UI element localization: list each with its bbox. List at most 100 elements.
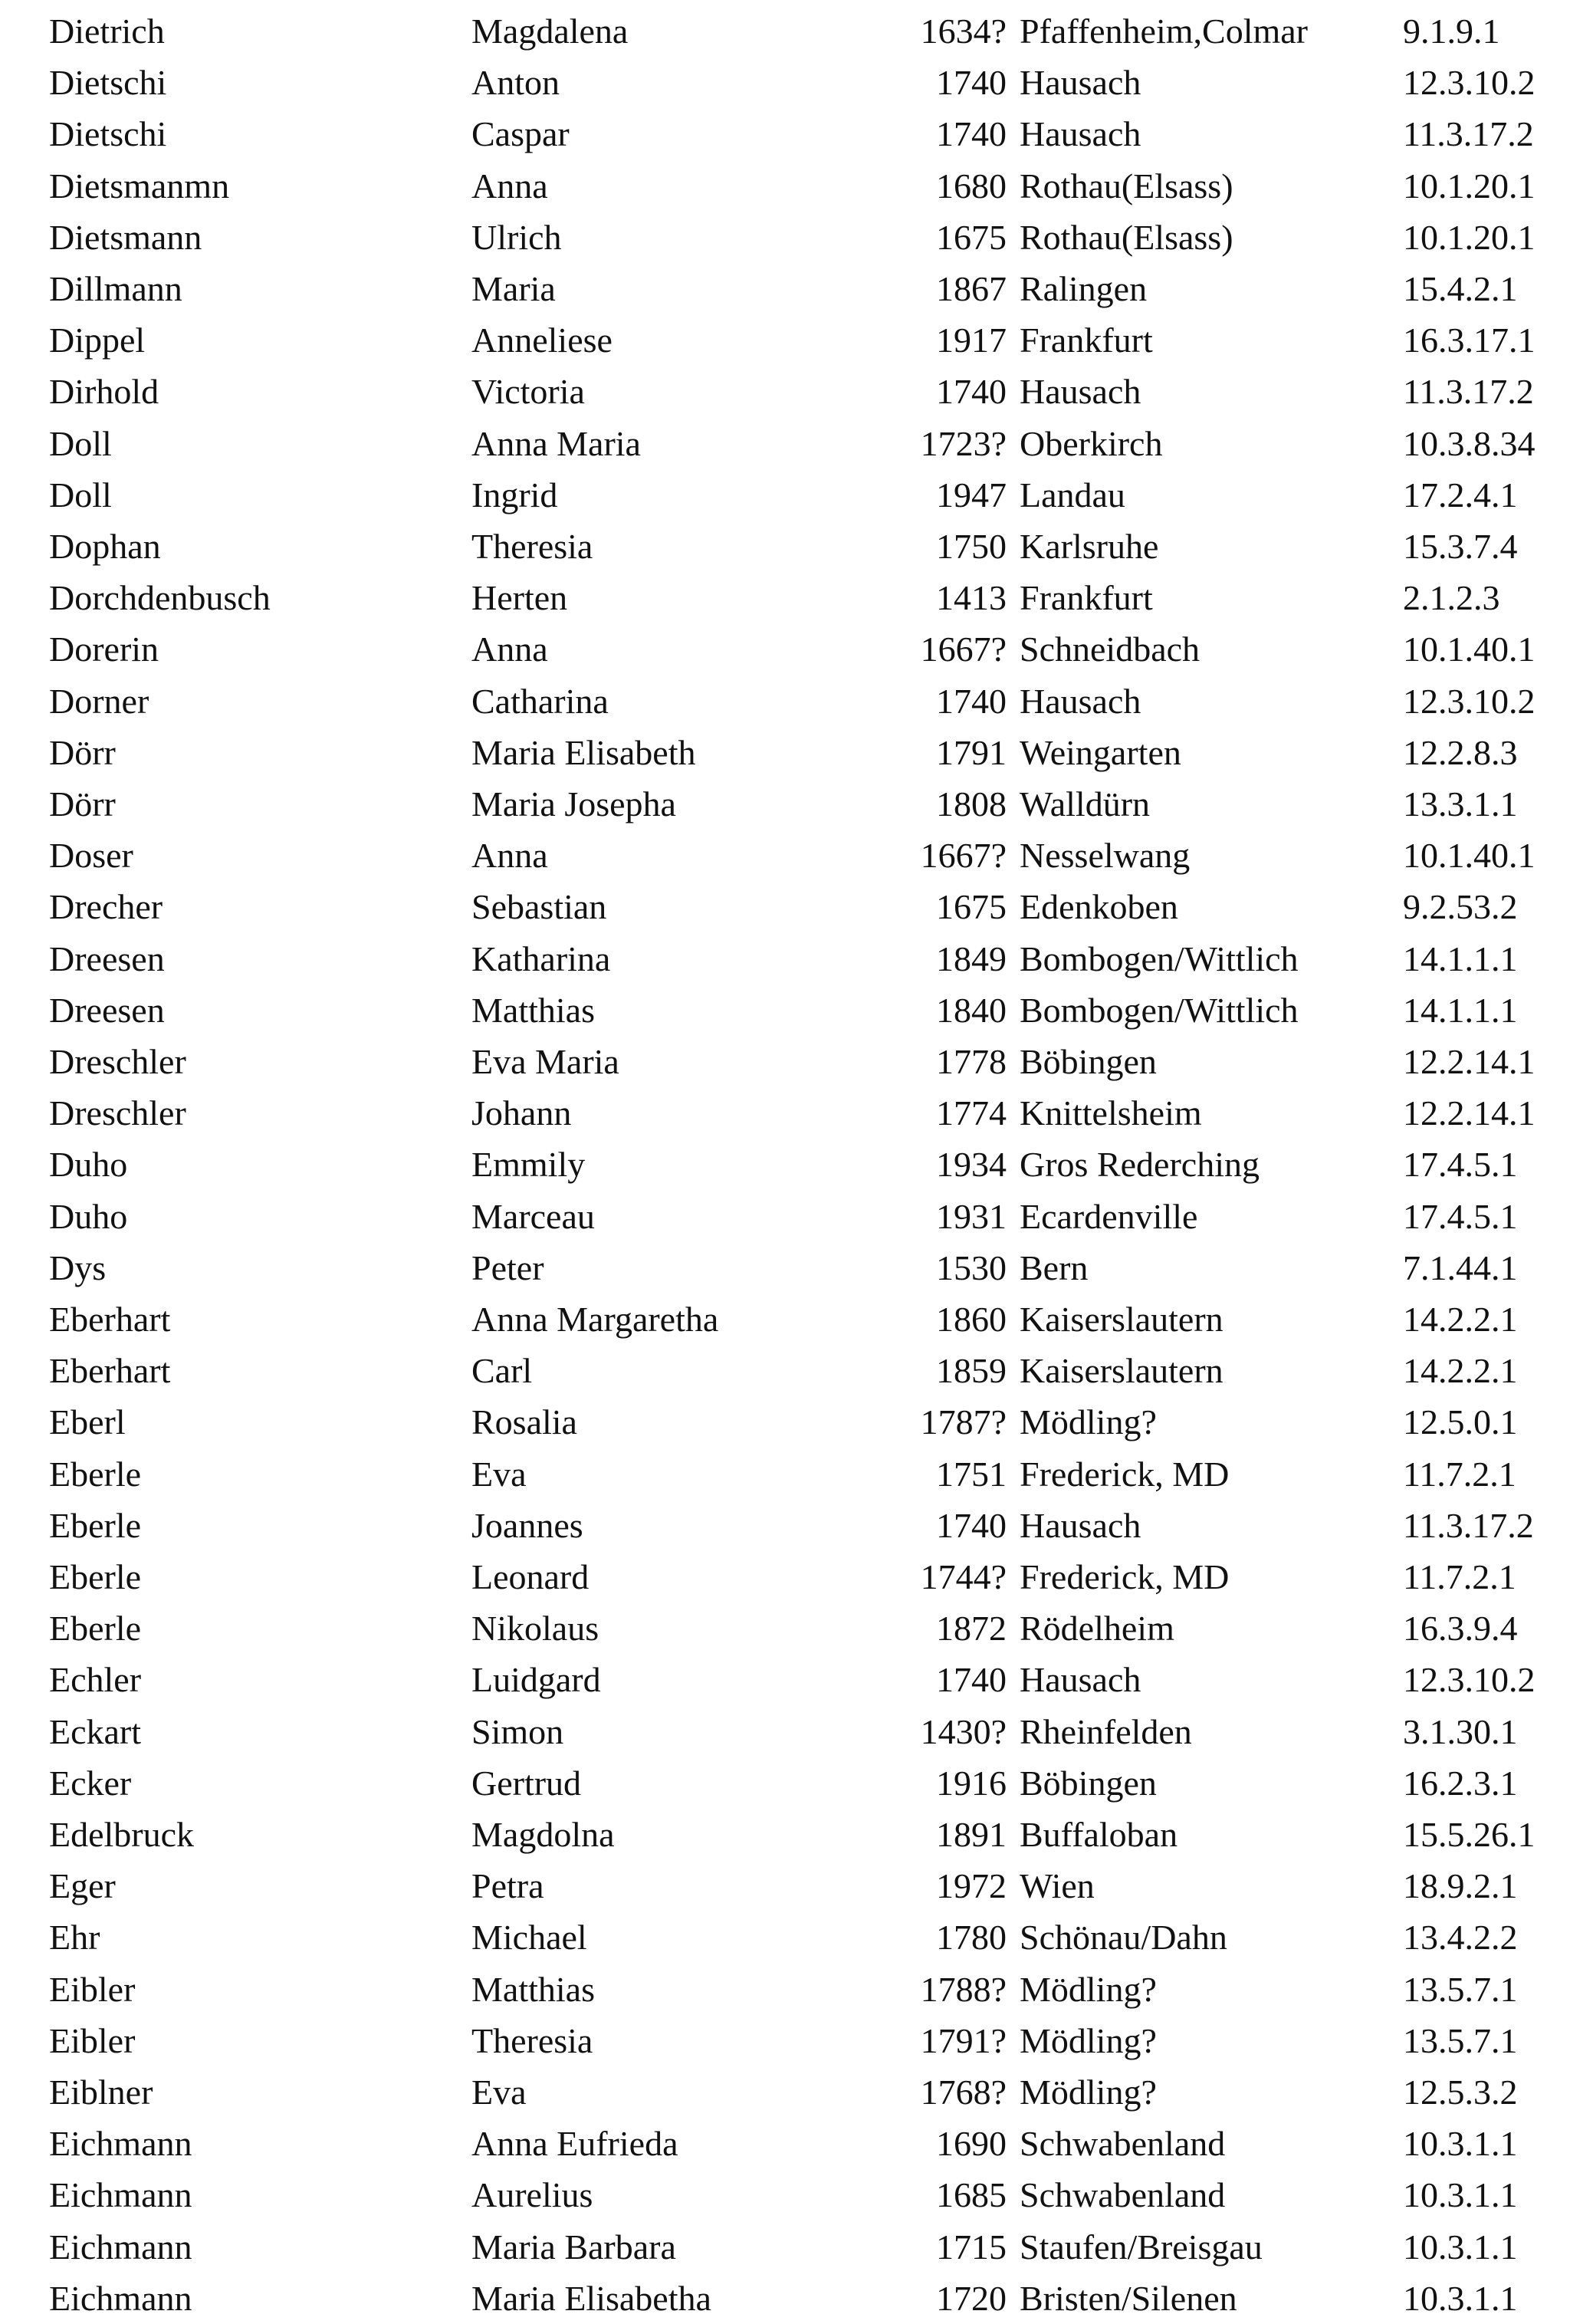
given-name: Theresia bbox=[471, 527, 593, 566]
place: Buffaloban bbox=[1020, 1815, 1178, 1854]
given-name: Matthias bbox=[471, 990, 595, 1030]
reference-code: 14.1.1.1 bbox=[1403, 990, 1518, 1030]
surname: Dippel bbox=[49, 320, 146, 360]
place: Schwabenland bbox=[1020, 2124, 1226, 2164]
table-row: Ecker Gertrud 1916 Böbingen 16.2.3.1 bbox=[0, 1758, 1593, 1809]
birth-year: 1634? bbox=[920, 12, 1007, 51]
given-name: Anna Maria bbox=[471, 423, 641, 463]
place: Schneidbach bbox=[1020, 629, 1200, 669]
table-row: Eberle Joannes 1740 Hausach 11.3.17.2 bbox=[0, 1501, 1593, 1551]
surname: Doser bbox=[49, 836, 133, 876]
table-row: Dys Peter 1530 Bern 7.1.44.1 bbox=[0, 1243, 1593, 1293]
birth-year: 1867 bbox=[936, 269, 1007, 308]
table-row: Eiblner Eva 1768? Mödling? 12.5.3.2 bbox=[0, 2067, 1593, 2118]
given-name: Maria Elisabetha bbox=[471, 2278, 711, 2318]
surname: Dorchdenbusch bbox=[49, 578, 271, 618]
given-name: Catharina bbox=[471, 681, 609, 721]
surname: Ecker bbox=[49, 1763, 132, 1803]
table-row: Dörr Maria Elisabeth 1791 Weingarten 12.2.8.… bbox=[0, 728, 1593, 778]
surname: Dietsmanmn bbox=[49, 166, 230, 205]
place: Bern bbox=[1020, 1247, 1089, 1287]
birth-year: 1917 bbox=[936, 320, 1007, 360]
reference-code: 11.3.17.2 bbox=[1403, 1505, 1534, 1545]
given-name: Anneliese bbox=[471, 320, 613, 360]
table-row: Eckart Simon 1430? Rheinfelden 3.1.30.1 bbox=[0, 1707, 1593, 1757]
surname: Eberle bbox=[49, 1454, 142, 1494]
birth-year: 1740 bbox=[936, 63, 1007, 103]
given-name: Maria Barbara bbox=[471, 2227, 676, 2266]
reference-code: 14.1.1.1 bbox=[1403, 938, 1518, 978]
reference-code: 13.3.1.1 bbox=[1403, 784, 1518, 823]
given-name: Katharina bbox=[471, 938, 611, 978]
birth-year: 1740 bbox=[936, 372, 1007, 412]
table-row: Eichmann Maria Elisabetha 1720 Bristen/Sile… bbox=[0, 2273, 1593, 2324]
table-row: Dietschi Caspar 1740 Hausach 11.3.17.2 bbox=[0, 109, 1593, 159]
reference-code: 10.3.8.34 bbox=[1403, 423, 1536, 463]
reference-code: 11.7.2.1 bbox=[1403, 1454, 1516, 1494]
reference-code: 17.4.5.1 bbox=[1403, 1196, 1518, 1236]
table-row: Dreschler Johann 1774 Knittelsheim 12.2.14.1 bbox=[0, 1088, 1593, 1139]
birth-year: 1808 bbox=[936, 784, 1007, 823]
birth-year: 1931 bbox=[936, 1196, 1007, 1236]
given-name: Luidgard bbox=[471, 1660, 601, 1700]
table-row: Eibler Theresia 1791? Mödling? 13.5.7.1 bbox=[0, 2016, 1593, 2066]
given-name: Ulrich bbox=[471, 217, 562, 257]
surname: Dorerin bbox=[49, 629, 159, 669]
given-name: Victoria bbox=[471, 372, 585, 412]
surname: Eberhart bbox=[49, 1351, 171, 1391]
place: Hausach bbox=[1020, 1505, 1141, 1545]
place: Weingarten bbox=[1020, 732, 1181, 772]
given-name: Ingrid bbox=[471, 475, 558, 514]
table-row: Eberhart Carl 1859 Kaiserslautern 14.2.2.1 bbox=[0, 1346, 1593, 1396]
place: Hausach bbox=[1020, 114, 1141, 154]
reference-code: 10.3.1.1 bbox=[1403, 2227, 1518, 2266]
reference-code: 12.3.10.2 bbox=[1403, 1660, 1536, 1700]
surname: Dietschi bbox=[49, 114, 167, 154]
birth-year: 1787? bbox=[920, 1402, 1007, 1442]
table-row: Dippel Anneliese 1917 Frankfurt 16.3.17.1 bbox=[0, 315, 1593, 366]
given-name: Maria bbox=[471, 269, 556, 308]
reference-code: 15.4.2.1 bbox=[1403, 269, 1518, 308]
table-row: Dophan Theresia 1750 Karlsruhe 15.3.7.4 bbox=[0, 521, 1593, 572]
place: Walldürn bbox=[1020, 784, 1151, 823]
surname: Eberl bbox=[49, 1402, 126, 1442]
given-name: Anna Margaretha bbox=[471, 1300, 719, 1339]
given-name: Johann bbox=[471, 1093, 572, 1133]
surname: Dirhold bbox=[49, 372, 159, 412]
reference-code: 16.3.9.4 bbox=[1403, 1609, 1518, 1648]
given-name: Magdolna bbox=[471, 1815, 615, 1854]
reference-code: 12.2.14.1 bbox=[1403, 1042, 1536, 1081]
reference-code: 11.3.17.2 bbox=[1403, 372, 1534, 412]
surname: Dietschi bbox=[49, 63, 167, 103]
birth-year: 1740 bbox=[936, 1505, 1007, 1545]
place: Mödling? bbox=[1020, 1402, 1157, 1442]
place: Mödling? bbox=[1020, 2073, 1157, 2112]
table-row: Edelbruck Magdolna 1891 Buffaloban 15.5.26.1 bbox=[0, 1810, 1593, 1860]
given-name: Peter bbox=[471, 1247, 544, 1287]
place: Hausach bbox=[1020, 63, 1141, 103]
birth-year: 1690 bbox=[936, 2124, 1007, 2164]
given-name: Anna bbox=[471, 836, 548, 876]
place: Bombogen/Wittlich bbox=[1020, 938, 1299, 978]
surname: Eberhart bbox=[49, 1300, 171, 1339]
place: Böbingen bbox=[1020, 1763, 1157, 1803]
place: Staufen/Breisgau bbox=[1020, 2227, 1263, 2266]
reference-code: 14.2.2.1 bbox=[1403, 1351, 1518, 1391]
given-name: Matthias bbox=[471, 1969, 595, 2009]
surname: Duho bbox=[49, 1196, 128, 1236]
table-row: Dirhold Victoria 1740 Hausach 11.3.17.2 bbox=[0, 367, 1593, 417]
surname: Dorner bbox=[49, 681, 149, 721]
surname: Dörr bbox=[49, 784, 116, 823]
table-row: Doll Ingrid 1947 Landau 17.2.4.1 bbox=[0, 470, 1593, 521]
given-name: Anna bbox=[471, 166, 548, 205]
place: Frederick, MD bbox=[1020, 1454, 1230, 1494]
table-row: Dillmann Maria 1867 Ralingen 15.4.2.1 bbox=[0, 264, 1593, 314]
place: Rothau(Elsass) bbox=[1020, 166, 1233, 205]
surname: Eichmann bbox=[49, 2175, 192, 2215]
birth-year: 1430? bbox=[920, 1711, 1007, 1751]
surname: Drecher bbox=[49, 887, 163, 927]
given-name: Theresia bbox=[471, 2020, 593, 2060]
birth-year: 1740 bbox=[936, 114, 1007, 154]
birth-year: 1740 bbox=[936, 681, 1007, 721]
reference-code: 10.1.40.1 bbox=[1403, 836, 1536, 876]
